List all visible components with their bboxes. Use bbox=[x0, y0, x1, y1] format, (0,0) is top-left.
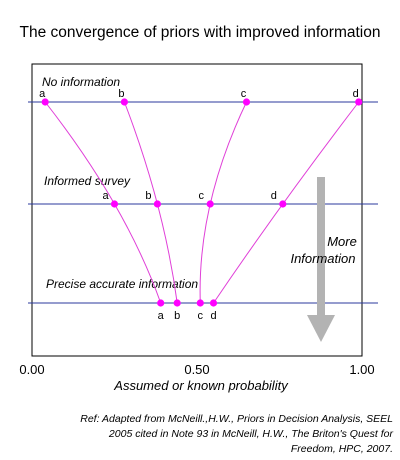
convergence-curves bbox=[44, 101, 360, 304]
curve-a bbox=[44, 101, 162, 304]
point-label-b-level-2: b bbox=[174, 310, 180, 322]
x-tick-1: 0.50 bbox=[184, 362, 209, 377]
point-b-level-0 bbox=[120, 98, 128, 106]
point-label-a-level-1: a bbox=[102, 190, 109, 202]
x-axis-ticks: 0.00 0.50 1.00 bbox=[19, 362, 374, 377]
point-label-c-level-0: c bbox=[241, 88, 247, 100]
x-tick-0: 0.00 bbox=[19, 362, 44, 377]
point-d-level-0 bbox=[355, 98, 363, 106]
reference-line-2: 2005 cited in Note 93 in McNeill, H.W., … bbox=[108, 428, 394, 440]
x-axis-label: Assumed or known probability bbox=[113, 378, 289, 393]
level-label-0: No information bbox=[42, 75, 120, 89]
level-label-1: Informed survey bbox=[44, 174, 131, 188]
reference-line-3: Freedom, HPC, 2007. bbox=[291, 443, 393, 455]
arrow-label-line-2: Information bbox=[290, 251, 355, 266]
point-label-b-level-0: b bbox=[118, 88, 124, 100]
curve-d bbox=[213, 101, 360, 304]
point-label-c-level-2: c bbox=[198, 310, 204, 322]
point-label-b-level-1: b bbox=[145, 190, 151, 202]
point-b-level-1 bbox=[153, 200, 161, 208]
point-d-level-2 bbox=[209, 299, 218, 307]
point-c-level-2 bbox=[196, 299, 204, 307]
point-a-level-2 bbox=[157, 299, 165, 307]
point-a-level-0 bbox=[41, 98, 49, 106]
arrow-shaft bbox=[317, 177, 325, 317]
diagram-title: The convergence of priors with improved … bbox=[20, 24, 381, 41]
plot-frame bbox=[31, 63, 363, 357]
point-label-a-level-2: a bbox=[158, 310, 165, 322]
level-label-2: Precise accurate information bbox=[46, 277, 198, 291]
point-label-d-level-2: d bbox=[210, 310, 216, 322]
point-d-level-1 bbox=[279, 200, 287, 208]
point-c-level-0 bbox=[242, 98, 251, 106]
curve-b bbox=[123, 101, 178, 304]
point-label-d-level-1: d bbox=[271, 190, 277, 202]
reference-line-1: Ref: Adapted from McNeill.,H.W., Priors … bbox=[80, 413, 393, 425]
arrow-head bbox=[307, 315, 335, 342]
point-a-level-1 bbox=[110, 200, 119, 208]
point-c-level-1 bbox=[206, 200, 214, 208]
point-b-level-2 bbox=[173, 299, 181, 307]
point-label-d-level-0: d bbox=[353, 88, 359, 100]
x-tick-2: 1.00 bbox=[349, 362, 374, 377]
point-label-a-level-0: a bbox=[39, 88, 46, 100]
point-label-c-level-1: c bbox=[198, 190, 204, 202]
arrow-label-line-1: More bbox=[327, 234, 357, 249]
level-lines: No information Informed survey Precise acc… bbox=[28, 75, 378, 304]
more-information-arrow bbox=[307, 177, 335, 342]
